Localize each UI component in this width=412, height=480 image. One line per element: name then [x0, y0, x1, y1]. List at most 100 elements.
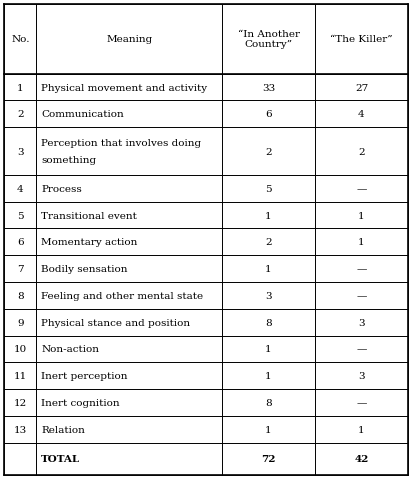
Text: Inert cognition: Inert cognition [41, 398, 120, 407]
Bar [315, 202, 408, 229]
Bar [36, 336, 222, 362]
Text: 4: 4 [358, 110, 365, 119]
Text: Perception that involves doing: Perception that involves doing [41, 139, 201, 148]
Bar [4, 74, 36, 101]
Text: Transitional event: Transitional event [41, 211, 137, 220]
Text: “The Killer”: “The Killer” [330, 35, 393, 44]
Bar [36, 176, 222, 202]
Text: 3: 3 [265, 291, 272, 300]
Text: 33: 33 [262, 84, 275, 92]
Bar [315, 101, 408, 128]
Text: 6: 6 [265, 110, 272, 119]
Text: 2: 2 [265, 147, 272, 156]
Bar [4, 389, 36, 416]
Bar [36, 74, 222, 101]
Bar [222, 202, 315, 229]
Bar [315, 128, 408, 176]
Text: —: — [356, 398, 367, 407]
Bar [4, 101, 36, 128]
Bar [222, 362, 315, 389]
Text: Process: Process [41, 184, 82, 193]
Bar [222, 128, 315, 176]
Bar [222, 101, 315, 128]
Text: 2: 2 [17, 110, 23, 119]
Text: something: something [41, 156, 96, 165]
Text: 10: 10 [14, 345, 27, 354]
Bar [36, 5, 222, 74]
Text: 42: 42 [354, 455, 369, 463]
Text: —: — [356, 264, 367, 274]
Text: 72: 72 [261, 455, 276, 463]
Bar [315, 416, 408, 443]
Bar [315, 362, 408, 389]
Bar [315, 74, 408, 101]
Text: 11: 11 [14, 372, 27, 380]
Bar [315, 176, 408, 202]
Text: 4: 4 [17, 184, 23, 193]
Text: TOTAL: TOTAL [41, 455, 81, 463]
Text: 3: 3 [358, 372, 365, 380]
Bar [222, 5, 315, 74]
Text: 9: 9 [17, 318, 23, 327]
Text: Non-action: Non-action [41, 345, 99, 354]
Bar [4, 443, 36, 475]
Text: 3: 3 [358, 318, 365, 327]
Text: 5: 5 [265, 184, 272, 193]
Text: 1: 1 [265, 264, 272, 274]
Text: Bodily sensation: Bodily sensation [41, 264, 128, 274]
Text: 5: 5 [17, 211, 23, 220]
Text: 8: 8 [265, 398, 272, 407]
Bar [36, 202, 222, 229]
Bar [4, 202, 36, 229]
Bar [4, 309, 36, 336]
Bar [36, 128, 222, 176]
Text: —: — [356, 291, 367, 300]
Bar [222, 336, 315, 362]
Text: 1: 1 [358, 238, 365, 247]
Text: 27: 27 [355, 84, 368, 92]
Bar [4, 128, 36, 176]
Text: —: — [356, 345, 367, 354]
Text: Meaning: Meaning [106, 35, 152, 44]
Bar [4, 336, 36, 362]
Bar [36, 101, 222, 128]
Bar [36, 229, 222, 256]
Bar [4, 416, 36, 443]
Bar [36, 309, 222, 336]
Text: 6: 6 [17, 238, 23, 247]
Text: 2: 2 [265, 238, 272, 247]
Bar [36, 443, 222, 475]
Bar [315, 389, 408, 416]
Text: 1: 1 [358, 425, 365, 434]
Bar [222, 176, 315, 202]
Bar [222, 256, 315, 282]
Text: 1: 1 [358, 211, 365, 220]
Text: Physical movement and activity: Physical movement and activity [41, 84, 208, 92]
Text: Feeling and other mental state: Feeling and other mental state [41, 291, 204, 300]
Text: No.: No. [11, 35, 30, 44]
Text: 13: 13 [14, 425, 27, 434]
Text: 1: 1 [265, 372, 272, 380]
Text: 8: 8 [265, 318, 272, 327]
Bar [222, 282, 315, 309]
Text: 3: 3 [17, 147, 23, 156]
Bar [4, 362, 36, 389]
Text: “In Another
Country”: “In Another Country” [238, 30, 300, 49]
Text: 2: 2 [358, 147, 365, 156]
Bar [315, 229, 408, 256]
Text: 8: 8 [17, 291, 23, 300]
Bar [36, 256, 222, 282]
Bar [4, 282, 36, 309]
Bar [315, 256, 408, 282]
Bar [315, 5, 408, 74]
Bar [36, 282, 222, 309]
Bar [36, 362, 222, 389]
Text: 7: 7 [17, 264, 23, 274]
Text: 1: 1 [265, 425, 272, 434]
Text: Physical stance and position: Physical stance and position [41, 318, 190, 327]
Bar [4, 5, 36, 74]
Bar [222, 416, 315, 443]
Bar [36, 416, 222, 443]
Text: Communication: Communication [41, 110, 124, 119]
Bar [4, 256, 36, 282]
